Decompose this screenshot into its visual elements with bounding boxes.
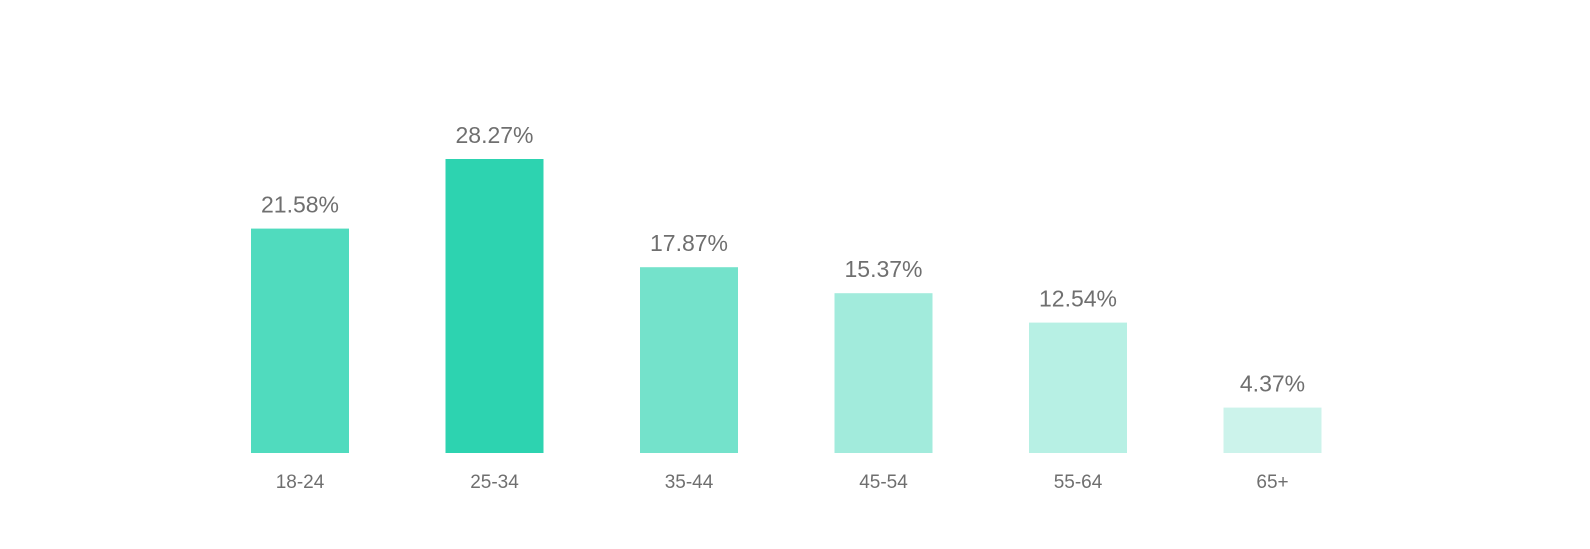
value-label-35-44: 17.87% bbox=[650, 230, 728, 256]
value-label-65+: 4.37% bbox=[1240, 371, 1305, 397]
bar-35-44 bbox=[640, 267, 738, 453]
category-label-35-44: 35-44 bbox=[665, 472, 714, 493]
category-labels: 18-24 25-34 35-44 45-54 55-64 65+ bbox=[276, 472, 1289, 493]
bar-25-34 bbox=[445, 159, 544, 453]
category-label-18-24: 18-24 bbox=[276, 472, 325, 493]
bars bbox=[251, 159, 1322, 453]
bar-65+ bbox=[1223, 407, 1322, 453]
bar-55-64 bbox=[1029, 322, 1127, 453]
category-label-25-34: 25-34 bbox=[470, 472, 519, 493]
bar-45-54 bbox=[834, 293, 933, 453]
value-label-25-34: 28.27% bbox=[455, 122, 533, 148]
value-labels: 21.58% 28.27% 17.87% 15.37% 12.54% 4.37% bbox=[261, 122, 1305, 397]
value-label-18-24: 21.58% bbox=[261, 192, 339, 218]
value-label-55-64: 12.54% bbox=[1039, 286, 1117, 312]
value-label-45-54: 15.37% bbox=[844, 256, 922, 282]
category-label-55-64: 55-64 bbox=[1054, 472, 1103, 493]
category-label-65+: 65+ bbox=[1256, 472, 1288, 493]
bar-18-24 bbox=[251, 228, 349, 453]
category-label-45-54: 45-54 bbox=[859, 472, 908, 493]
